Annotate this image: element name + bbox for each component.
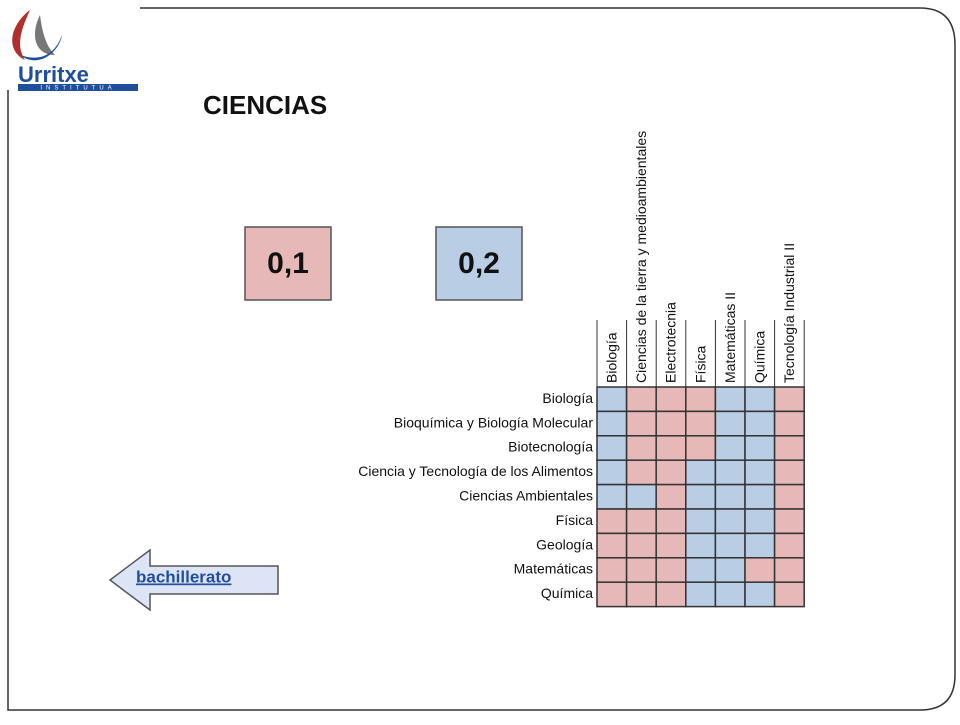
cell (655, 459, 687, 486)
cell (655, 557, 687, 583)
cell (685, 508, 717, 535)
row-label: Ciencia y Tecnología de los Alimentos (358, 463, 593, 479)
logo: Urritxe INSTITUTUA (12, 10, 138, 92)
cell (596, 410, 628, 437)
cell (625, 557, 657, 583)
back-button[interactable]: bachillerato (108, 548, 279, 612)
legend-label: 0,2 (458, 247, 500, 280)
row-label: Biología (542, 390, 593, 406)
cell (744, 386, 776, 413)
row-label: Biotecnología (508, 439, 593, 455)
legend: 0,1 0,2 (244, 226, 523, 301)
cell (773, 483, 805, 510)
cell (744, 508, 776, 535)
cell (655, 581, 687, 608)
cell (685, 410, 717, 437)
row-label: Física (556, 512, 594, 528)
cell (744, 581, 776, 608)
cell (685, 483, 717, 510)
cell (596, 508, 628, 535)
cell (655, 435, 687, 461)
cell (685, 581, 717, 608)
cell (744, 483, 776, 510)
cell (773, 557, 805, 583)
cell (655, 410, 687, 437)
cell (655, 386, 687, 413)
column-header: Tecnología Industrial II (781, 243, 797, 383)
cell (655, 532, 687, 559)
cell (625, 581, 657, 608)
cell (625, 508, 657, 535)
cell (773, 581, 805, 608)
cell (685, 435, 717, 461)
cell (625, 459, 657, 486)
column-header: Física (692, 345, 708, 383)
cell (773, 386, 805, 413)
cell (596, 581, 628, 608)
legend-label: 0,1 (267, 247, 309, 280)
cell (773, 459, 805, 486)
cell (685, 459, 717, 486)
cell (596, 386, 628, 413)
back-arrow[interactable] (108, 548, 279, 612)
row-label: Bioquímica y Biología Molecular (394, 414, 594, 430)
legend-swatch (435, 226, 523, 301)
column-header: Ciencias de la tierra y medioambientales (633, 131, 649, 383)
column-header: Matemáticas II (722, 292, 738, 383)
cell (596, 532, 628, 559)
back-link[interactable]: bachillerato (136, 567, 231, 586)
cell (685, 532, 717, 559)
logo-subtitle: INSTITUTUA (40, 86, 115, 92)
cell (714, 435, 746, 461)
cell (773, 508, 805, 535)
cell (625, 532, 657, 559)
cell (773, 435, 805, 461)
column-header: Electrotecnia (663, 302, 679, 383)
logo-name: Urritxe (18, 62, 89, 87)
cell (596, 435, 628, 461)
cell (655, 483, 687, 510)
column-header: Biología (604, 332, 620, 383)
cell (625, 386, 657, 413)
column-header: Química (752, 331, 768, 383)
cell (744, 435, 776, 461)
cell (773, 410, 805, 437)
cell (625, 410, 657, 437)
cell (685, 557, 717, 583)
cell (714, 386, 746, 413)
cell (596, 459, 628, 486)
cell (714, 410, 746, 437)
cell (596, 557, 628, 583)
cell (625, 483, 657, 510)
row-label: Química (541, 585, 593, 601)
cell (714, 459, 746, 486)
row-label: Ciencias Ambientales (459, 488, 593, 504)
cell (744, 410, 776, 437)
cell (685, 386, 717, 413)
cell (714, 581, 746, 608)
cell (714, 483, 746, 510)
cell (714, 508, 746, 535)
cell (744, 557, 776, 583)
cell (744, 459, 776, 486)
matrix: Biología Ciencias de la tierra y medioamb… (358, 131, 805, 608)
cell (596, 483, 628, 510)
row-label: Matemáticas (514, 561, 593, 577)
cell (773, 532, 805, 559)
legend-swatch (244, 226, 332, 301)
row-label: Geología (536, 536, 593, 552)
slide-frame (7, 7, 956, 711)
cell (655, 508, 687, 535)
cell (714, 557, 746, 583)
cell (625, 435, 657, 461)
cell (744, 532, 776, 559)
title: CIENCIAS (203, 90, 327, 120)
cell (714, 532, 746, 559)
